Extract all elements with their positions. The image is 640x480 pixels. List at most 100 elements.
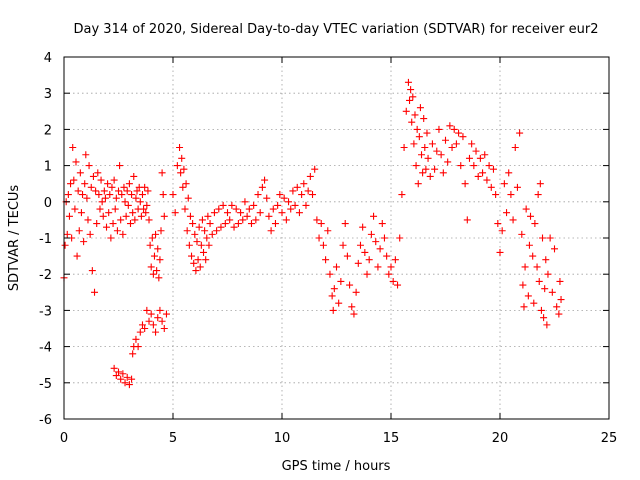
data-point xyxy=(94,169,102,177)
data-point xyxy=(537,306,545,314)
data-point xyxy=(317,220,325,228)
data-point xyxy=(115,368,122,376)
data-point xyxy=(285,198,293,206)
data-point xyxy=(370,212,378,220)
data-point xyxy=(306,172,314,180)
data-point xyxy=(148,234,156,242)
data-point xyxy=(374,263,382,271)
data-point xyxy=(108,183,116,191)
data-point xyxy=(398,191,406,199)
data-point xyxy=(234,220,242,228)
x-axis-label: GPS time / hours xyxy=(282,459,391,474)
data-point xyxy=(116,162,124,170)
data-point xyxy=(152,328,160,336)
data-point xyxy=(333,263,340,271)
data-point xyxy=(179,183,187,191)
data-point xyxy=(365,256,373,264)
data-point xyxy=(530,299,538,307)
data-point xyxy=(73,252,81,260)
data-point xyxy=(121,198,129,206)
data-point xyxy=(142,209,150,217)
data-point xyxy=(465,154,473,162)
data-point xyxy=(195,223,203,231)
data-point xyxy=(201,227,209,235)
data-point xyxy=(158,169,166,177)
data-point xyxy=(128,191,136,199)
data-point xyxy=(461,180,469,188)
data-point xyxy=(402,107,410,115)
axis-ticks: 0 5 10 15 20 25 -6 -5 -4 -3 -2 -1 0 1 2 3 4 xyxy=(39,51,617,446)
data-point xyxy=(407,86,415,94)
data-point xyxy=(481,151,489,159)
data-point xyxy=(185,241,193,249)
data-point xyxy=(155,274,163,282)
data-point xyxy=(133,187,141,195)
data-point xyxy=(178,154,186,162)
data-point xyxy=(541,285,549,293)
data-point xyxy=(77,209,85,217)
data-point xyxy=(104,180,112,188)
data-point xyxy=(171,209,179,217)
data-point xyxy=(339,241,347,249)
data-point xyxy=(63,230,71,238)
data-point xyxy=(103,223,111,231)
data-point xyxy=(144,187,152,195)
data-point xyxy=(156,256,164,264)
data-point xyxy=(239,216,247,224)
data-point xyxy=(123,373,131,381)
data-point xyxy=(428,140,436,148)
data-point xyxy=(141,325,149,332)
data-point xyxy=(261,176,269,184)
data-point xyxy=(553,303,561,311)
data-point xyxy=(143,201,151,209)
data-point xyxy=(184,194,192,202)
data-point xyxy=(555,310,563,318)
data-point xyxy=(359,223,367,231)
data-point xyxy=(419,169,427,177)
data-point xyxy=(176,144,184,151)
y-tick-label: -5 xyxy=(39,377,52,392)
data-point xyxy=(119,230,127,238)
data-point xyxy=(422,165,430,173)
data-point xyxy=(119,370,127,378)
data-point xyxy=(87,183,95,191)
data-point xyxy=(505,169,513,177)
data-point xyxy=(210,209,218,217)
y-tick-label: -3 xyxy=(39,304,52,319)
data-point xyxy=(269,205,277,213)
data-point xyxy=(99,212,107,220)
y-tick-label: 2 xyxy=(44,123,52,138)
data-point xyxy=(76,169,84,177)
data-point xyxy=(89,172,97,180)
data-point xyxy=(123,187,131,195)
data-point xyxy=(256,209,264,217)
data-point xyxy=(157,227,165,235)
data-point xyxy=(173,162,181,170)
data-point xyxy=(237,209,245,217)
data-point xyxy=(418,151,426,159)
data-point xyxy=(328,292,336,300)
data-point xyxy=(252,216,260,224)
data-point xyxy=(437,151,445,159)
data-point xyxy=(183,227,191,235)
data-point xyxy=(408,118,416,126)
data-point xyxy=(113,227,121,235)
data-point xyxy=(65,212,73,220)
data-point xyxy=(79,191,87,199)
data-point xyxy=(551,245,558,253)
data-point xyxy=(67,180,75,188)
data-point xyxy=(540,314,548,322)
data-point xyxy=(152,230,160,238)
data-point xyxy=(348,303,356,311)
data-points xyxy=(60,78,565,389)
data-point xyxy=(258,183,266,191)
data-point xyxy=(330,285,338,293)
data-point xyxy=(367,230,375,238)
data-point xyxy=(110,364,118,372)
data-point xyxy=(129,350,137,358)
data-point xyxy=(138,321,146,329)
data-point xyxy=(520,303,528,311)
data-point xyxy=(177,169,185,177)
data-point xyxy=(169,191,177,199)
data-point xyxy=(147,263,155,271)
